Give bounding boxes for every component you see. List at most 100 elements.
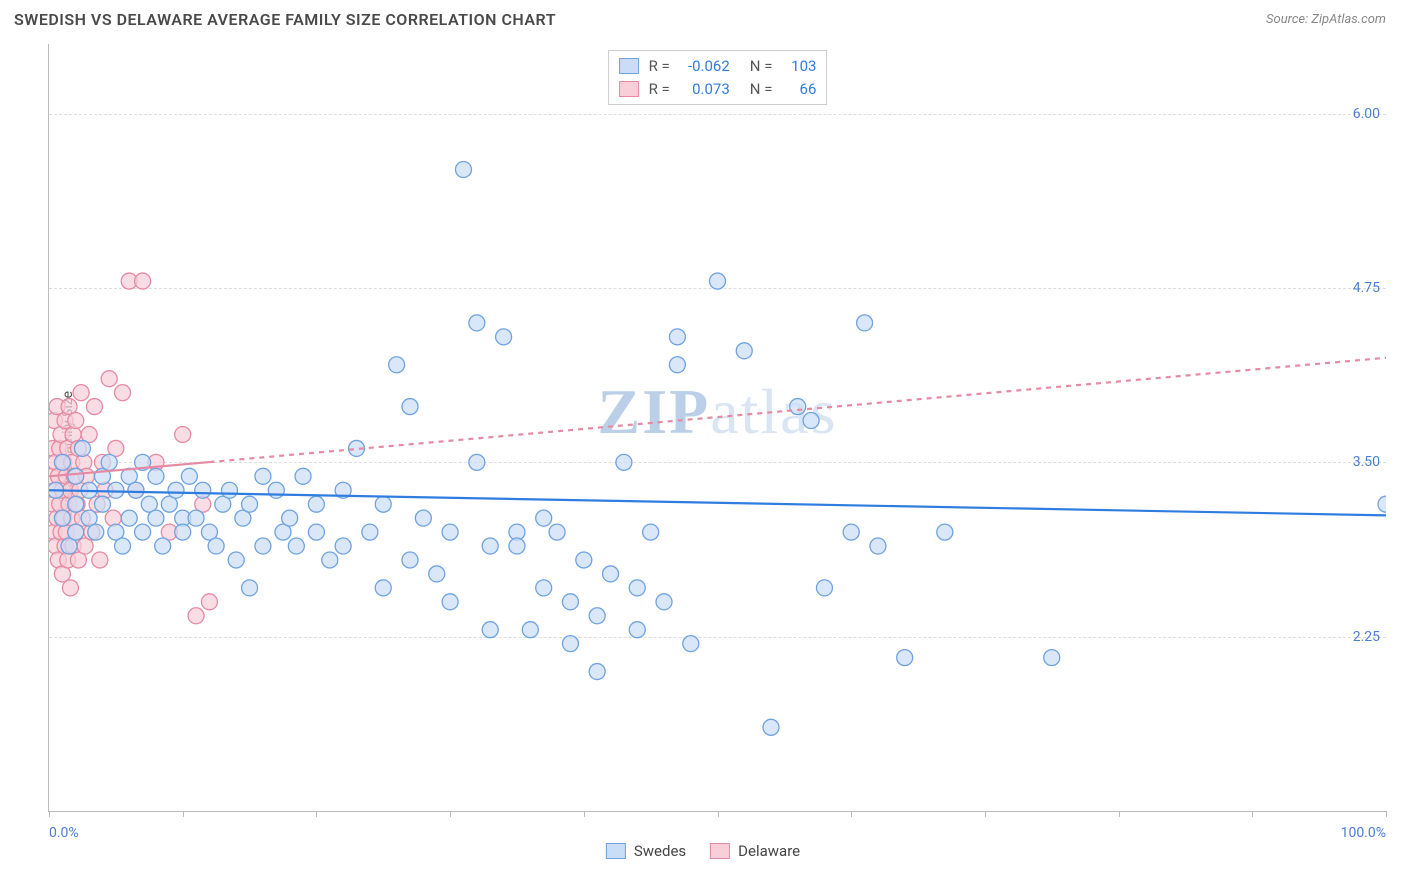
data-point	[255, 538, 271, 554]
data-point	[121, 510, 137, 526]
data-point	[228, 552, 244, 568]
data-point	[288, 538, 304, 554]
x-end-label: 100.0%	[1341, 825, 1386, 841]
data-point	[74, 440, 90, 456]
data-point	[148, 510, 164, 526]
legend-swatch	[710, 843, 730, 859]
data-point	[643, 524, 659, 540]
data-point	[442, 594, 458, 610]
data-point	[242, 580, 258, 596]
data-point	[937, 524, 953, 540]
stats-row: R =-0.062N =103	[619, 55, 817, 78]
data-point	[536, 580, 552, 596]
x-tick	[718, 811, 719, 817]
data-point	[1044, 650, 1060, 666]
data-point	[562, 594, 578, 610]
data-point	[221, 482, 237, 498]
data-point	[308, 524, 324, 540]
stats-box: R =-0.062N =103R =0.073N =66	[608, 50, 828, 105]
x-tick	[450, 811, 451, 817]
stat-r-value: 0.073	[680, 78, 730, 101]
data-point	[148, 468, 164, 484]
data-point	[188, 608, 204, 624]
data-point	[455, 162, 471, 178]
legend-swatch	[619, 81, 639, 97]
chart-title: SWEDISH VS DELAWARE AVERAGE FAMILY SIZE …	[14, 10, 556, 29]
data-point	[562, 636, 578, 652]
data-point	[73, 385, 89, 401]
data-point	[803, 413, 819, 429]
data-point	[62, 580, 78, 596]
data-point	[282, 510, 298, 526]
data-point	[816, 580, 832, 596]
data-point	[335, 538, 351, 554]
stat-n-label: N =	[750, 78, 773, 101]
x-tick	[1252, 811, 1253, 817]
stat-n-value: 103	[782, 55, 816, 78]
data-point	[86, 399, 102, 415]
data-point	[843, 524, 859, 540]
data-point	[442, 524, 458, 540]
stat-r-label: R =	[649, 78, 670, 101]
data-point	[68, 468, 84, 484]
data-point	[870, 538, 886, 554]
data-point	[201, 594, 217, 610]
x-tick	[49, 811, 50, 817]
data-point	[576, 552, 592, 568]
legend-label: Swedes	[634, 842, 686, 860]
data-point	[68, 496, 84, 512]
data-point	[509, 538, 525, 554]
data-point	[105, 510, 121, 526]
data-point	[482, 538, 498, 554]
data-point	[128, 482, 144, 498]
data-point	[295, 468, 311, 484]
stat-n-label: N =	[750, 55, 773, 78]
data-point	[168, 482, 184, 498]
data-point	[175, 524, 191, 540]
data-point	[629, 580, 645, 596]
data-point	[482, 622, 498, 638]
data-point	[175, 426, 191, 442]
data-point	[469, 454, 485, 470]
data-point	[181, 468, 197, 484]
data-point	[469, 315, 485, 331]
x-tick	[584, 811, 585, 817]
trend-line	[209, 358, 1386, 462]
data-point	[68, 524, 84, 540]
data-point	[88, 524, 104, 540]
x-tick	[1119, 811, 1120, 817]
legend-swatch	[606, 843, 626, 859]
data-point	[208, 538, 224, 554]
data-point	[135, 273, 151, 289]
data-point	[710, 273, 726, 289]
data-point	[135, 524, 151, 540]
x-tick	[985, 811, 986, 817]
legend-item: Swedes	[606, 842, 686, 860]
data-point	[115, 385, 131, 401]
data-point	[603, 566, 619, 582]
legend-swatch	[619, 58, 639, 74]
legend: Swedes Delaware	[606, 842, 800, 860]
data-point	[108, 482, 124, 498]
stats-row: R = 0.073 N = 66	[619, 78, 817, 101]
data-point	[1378, 496, 1386, 512]
data-point	[268, 482, 284, 498]
data-point	[669, 357, 685, 373]
legend-item: Delaware	[710, 842, 800, 860]
data-point	[115, 538, 131, 554]
data-point	[669, 329, 685, 345]
data-point	[68, 413, 84, 429]
data-point	[101, 371, 117, 387]
data-point	[857, 315, 873, 331]
data-point	[92, 552, 108, 568]
x-tick	[1386, 811, 1387, 817]
data-point	[763, 719, 779, 735]
data-point	[375, 496, 391, 512]
stat-n-value: 66	[782, 78, 816, 101]
data-point	[589, 608, 605, 624]
data-point	[536, 510, 552, 526]
data-point	[308, 496, 324, 512]
data-point	[389, 357, 405, 373]
data-point	[415, 510, 431, 526]
data-point	[188, 510, 204, 526]
